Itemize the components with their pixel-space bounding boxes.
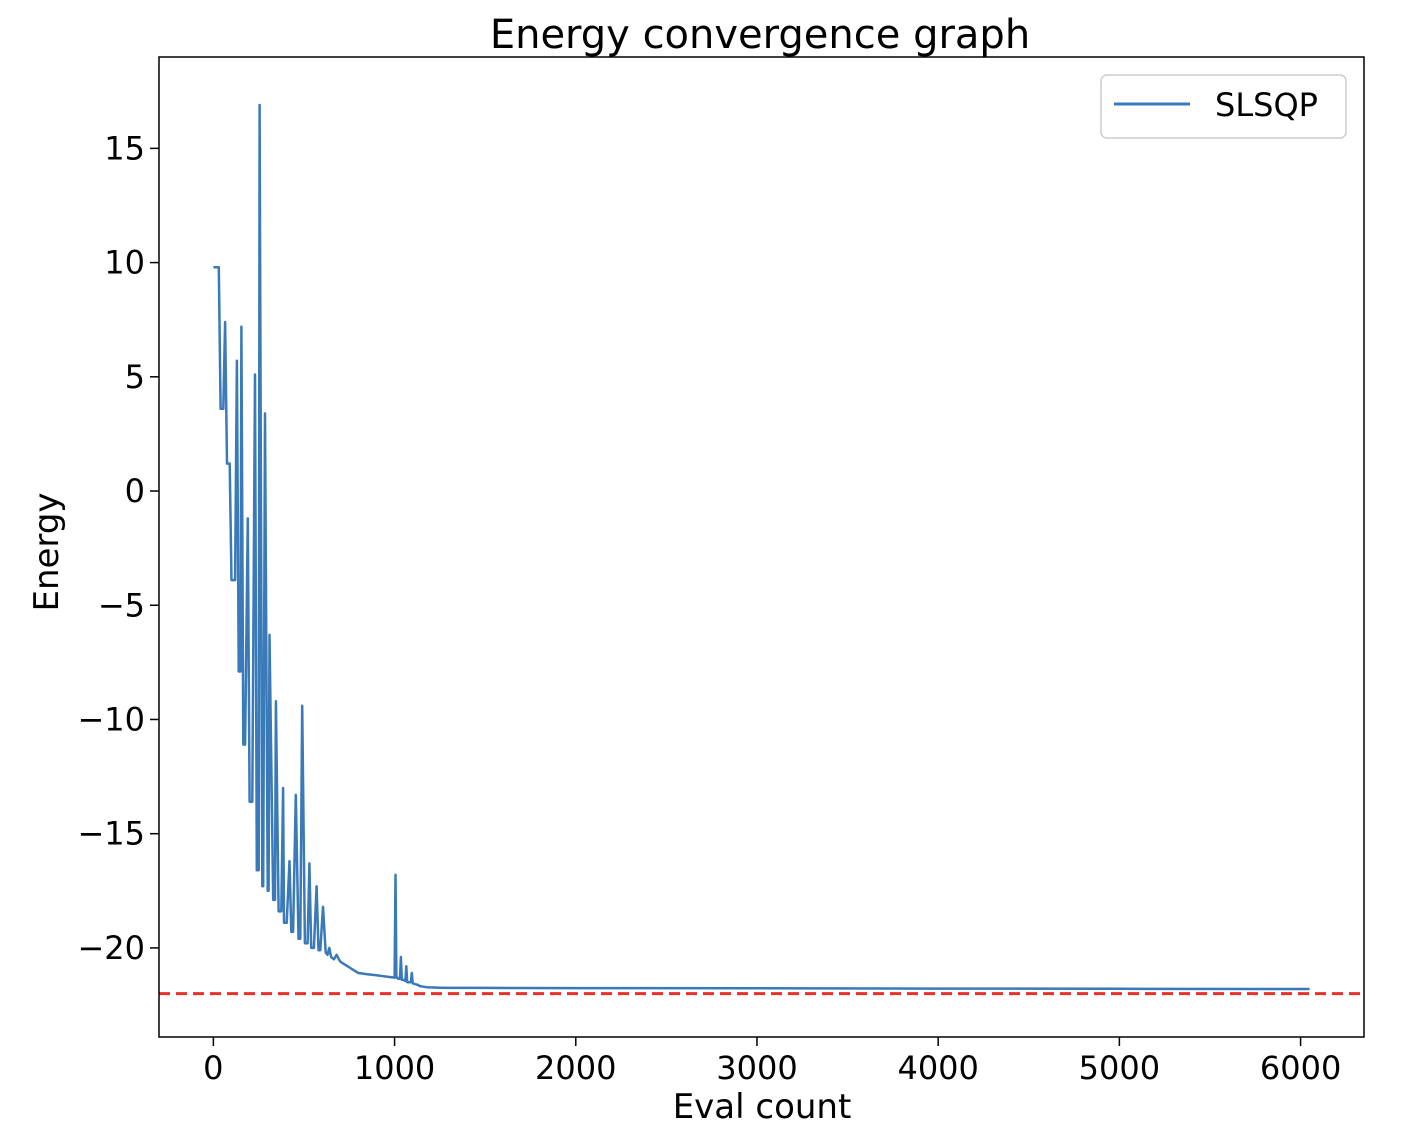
y-axis-label: Energy (27, 492, 67, 611)
x-axis-label: Eval count (673, 1087, 852, 1127)
chart-title: Energy convergence graph (490, 12, 1030, 58)
y-tick-label: 5 (125, 358, 145, 396)
y-tick-label: −15 (77, 815, 145, 853)
y-tick-label: −10 (77, 700, 145, 738)
x-tick-label: 4000 (897, 1049, 978, 1087)
x-tick-label: 0 (203, 1049, 223, 1087)
y-tick-label: 10 (104, 244, 145, 282)
x-tick-label: 2000 (535, 1049, 616, 1087)
y-tick-label: −5 (98, 586, 145, 624)
x-axis-ticks: 0 1000 2000 3000 4000 5000 6000 (203, 1037, 1341, 1087)
plot-frame (158, 56, 1365, 1038)
x-tick-label: 1000 (354, 1049, 435, 1087)
series-line-slsqp (213, 103, 1310, 991)
x-tick-label: 3000 (716, 1049, 797, 1087)
y-tick-label: 0 (125, 472, 145, 510)
legend-box (1100, 74, 1347, 139)
y-tick-label: 15 (104, 129, 145, 167)
y-axis-ticks: −20 −15 −10 −5 0 5 10 15 (77, 129, 159, 967)
x-tick-label: 6000 (1260, 1049, 1341, 1087)
legend: SLSQP (1100, 74, 1347, 139)
plot-area (158, 56, 1365, 1038)
y-tick-label: −20 (77, 929, 145, 967)
legend-label: SLSQP (1215, 86, 1318, 124)
x-tick-label: 5000 (1079, 1049, 1160, 1087)
